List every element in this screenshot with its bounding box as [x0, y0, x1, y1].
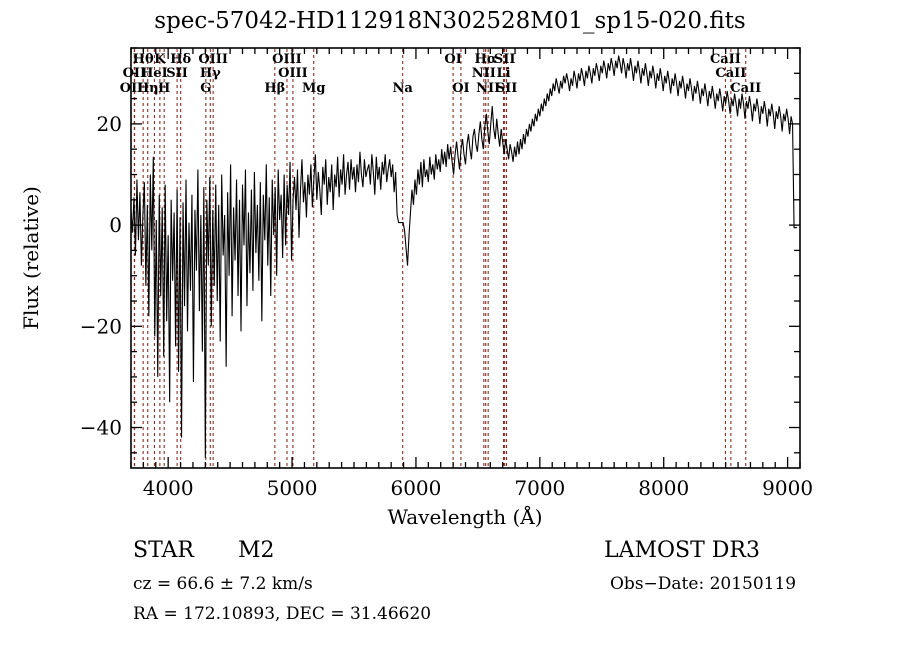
y-tick-label: −40 — [80, 416, 122, 440]
spectral-line-label: SII — [166, 66, 188, 81]
x-axis-title: Wavelength (Å) — [387, 504, 542, 529]
spectral-line-label: Mg — [302, 81, 325, 96]
spectral-line-label: Na — [393, 81, 414, 96]
spectrum-trace — [130, 55, 798, 458]
spectral-line-label: Hβ — [264, 81, 285, 96]
spectral-line-label: OIII — [272, 52, 302, 67]
spectral-line-label: Li — [496, 66, 510, 81]
spectral-line-label: OIII — [198, 52, 228, 67]
x-axis-ticks — [130, 48, 801, 468]
y-axis-title: Flux (relative) — [19, 186, 43, 330]
x-tick-label: 5000 — [267, 476, 318, 500]
spectral-line-label: NII — [472, 66, 496, 81]
spectral-line-label: OI — [452, 81, 469, 96]
obs-date-label: Obs−Date: 20150119 — [610, 574, 796, 594]
spectral-line-label: OIII — [120, 81, 150, 96]
y-axis-ticks — [131, 47, 800, 454]
spectral-line-label: OI — [444, 52, 461, 67]
spectral-line-label: SII — [496, 81, 518, 96]
spectral-line-label: NII — [476, 81, 500, 96]
survey-label: LAMOST DR3 — [604, 538, 760, 563]
y-tick-label: 20 — [97, 112, 122, 136]
spectral-line-label: Hη — [137, 81, 159, 96]
spectral-line-label: G — [200, 81, 211, 96]
x-tick-label: 9000 — [762, 476, 813, 500]
y-tick-label: 0 — [109, 213, 122, 237]
spectral-line-label: Hθ — [133, 52, 154, 67]
x-axis-tick-labels: 4000 5000 6000 7000 8000 9000 — [143, 476, 813, 500]
spectral-line-label: HeI — [141, 66, 168, 81]
coordinates-label: RA = 172.10893, DEC = 31.46620 — [133, 604, 431, 624]
x-tick-label: 6000 — [390, 476, 441, 500]
spectral-line-label: Hγ — [200, 66, 221, 81]
x-tick-label: 7000 — [514, 476, 565, 500]
page-title: spec-57042-HD112918N302528M01_sp15-020.f… — [154, 8, 746, 34]
spectral-class-label: M2 — [238, 538, 275, 563]
spectral-line-label: SII — [494, 52, 516, 67]
spectral-line-label: K — [154, 52, 166, 67]
redshift-velocity-label: cz = 66.6 ± 7.2 km/s — [133, 574, 313, 594]
spectral-line-label: Hδ — [170, 52, 191, 67]
spectral-line-label: CaII — [730, 81, 761, 96]
flux-curve — [130, 55, 798, 458]
spectral-line-label: H — [158, 81, 170, 96]
spectral-line-label: OIII — [278, 66, 308, 81]
object-type-label: STAR — [133, 538, 195, 563]
spectral-line-label: CaII — [710, 52, 741, 67]
x-tick-label: 8000 — [638, 476, 689, 500]
x-tick-label: 4000 — [143, 476, 194, 500]
spectral-line-label: OII — [123, 66, 147, 81]
spectral-line-label: Hα — [475, 52, 497, 67]
line-markers — [133, 49, 747, 467]
y-tick-label: −20 — [80, 314, 122, 338]
y-axis-tick-labels: 20 0 −20 −40 — [80, 112, 122, 440]
spectral-line-label: CaII — [715, 66, 746, 81]
